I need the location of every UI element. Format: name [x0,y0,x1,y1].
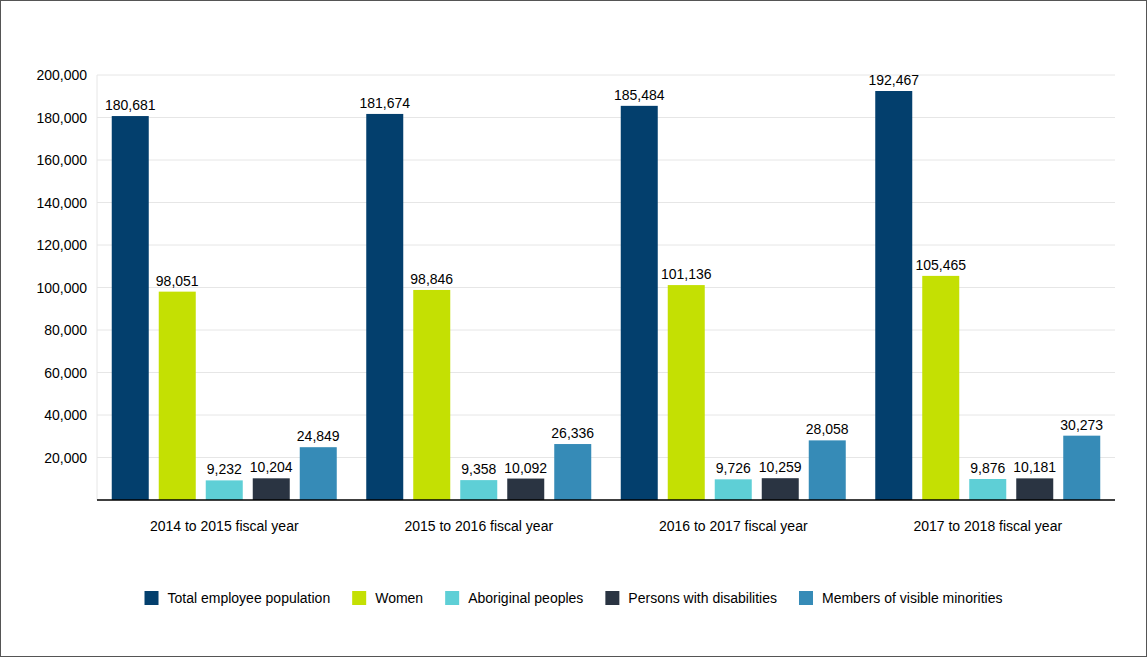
bar [922,276,959,500]
data-label: 185,484 [614,87,665,103]
legend-swatch [605,591,619,605]
grid-line [97,117,1115,118]
grid-line [97,330,1115,331]
x-tick-label: 2016 to 2017 fiscal year [659,518,808,534]
data-label: 9,232 [207,461,242,477]
x-tick-label: 2017 to 2018 fiscal year [913,518,1062,534]
data-label: 26,336 [551,425,594,441]
data-label: 9,876 [970,460,1005,476]
bar [366,114,403,500]
legend-label: Women [375,590,423,606]
grid-line [97,287,1115,288]
x-tick-label: 2015 to 2016 fiscal year [404,518,553,534]
bar [253,478,290,500]
y-tick-label: 120,000 [36,237,87,253]
legend-label: Persons with disabilities [628,590,777,606]
bar [969,479,1006,500]
data-label: 98,051 [156,273,199,289]
data-label: 180,681 [105,97,156,113]
data-label: 24,849 [297,428,340,444]
bars [112,91,1101,500]
y-tick-label: 140,000 [36,195,87,211]
grid-line [97,372,1115,373]
bar [300,447,337,500]
data-label: 28,058 [806,421,849,437]
bar [809,440,846,500]
legend-label: Members of visible minorities [822,590,1003,606]
y-tick-label: 200,000 [36,67,87,83]
legend-swatch [145,591,159,605]
grid-line [97,75,1115,76]
grid-line [97,202,1115,203]
bar [621,106,658,500]
data-labels: 180,681 181,674 185,484 192,467 98,051 98,846… [105,72,1103,477]
y-tick-label: 40,000 [44,407,87,423]
data-label: 9,726 [716,460,751,476]
y-tick-label: 100,000 [36,280,87,296]
bar [460,480,497,500]
y-axis-line [97,75,98,500]
y-tick-label: 80,000 [44,322,87,338]
data-label: 192,467 [868,72,919,88]
data-label: 30,273 [1060,417,1103,433]
grid-line [97,245,1115,246]
y-tick-label: 20,000 [44,450,87,466]
bar [112,116,149,500]
bar [554,444,591,500]
bar [668,285,705,500]
bar [762,478,799,500]
data-label: 101,136 [661,266,712,282]
data-label: 181,674 [359,95,410,111]
legend-swatch [445,591,459,605]
bar [159,292,196,500]
x-axis-line [97,499,1115,501]
bar [875,91,912,500]
legend-swatch [799,591,813,605]
data-label: 9,358 [461,461,496,477]
data-label: 10,092 [504,460,547,476]
data-label: 98,846 [410,271,453,287]
data-label: 105,465 [915,257,966,273]
legend-label: Aboriginal peoples [468,590,583,606]
grid-line [97,415,1115,416]
data-label: 10,181 [1013,459,1056,475]
grid-line [97,457,1115,458]
bar [206,480,243,500]
y-tick-label: 160,000 [36,152,87,168]
x-tick-label: 2014 to 2015 fiscal year [150,518,299,534]
chart: 20,000 40,000 60,000 80,000 100,000 120,000 14… [0,0,1147,657]
bar [1063,436,1100,500]
data-label: 10,259 [759,459,802,475]
frame [1,1,1147,657]
bar [1016,478,1053,500]
bar [715,479,752,500]
y-tick-label: 60,000 [44,365,87,381]
grid-line [97,160,1115,161]
legend: Total employee population Women Aboriginal… [145,590,1003,606]
bar [507,479,544,500]
bar [413,290,450,500]
legend-swatch [352,591,366,605]
legend-label: Total employee population [168,590,331,606]
y-tick-label: 180,000 [36,110,87,126]
data-label: 10,204 [250,459,293,475]
